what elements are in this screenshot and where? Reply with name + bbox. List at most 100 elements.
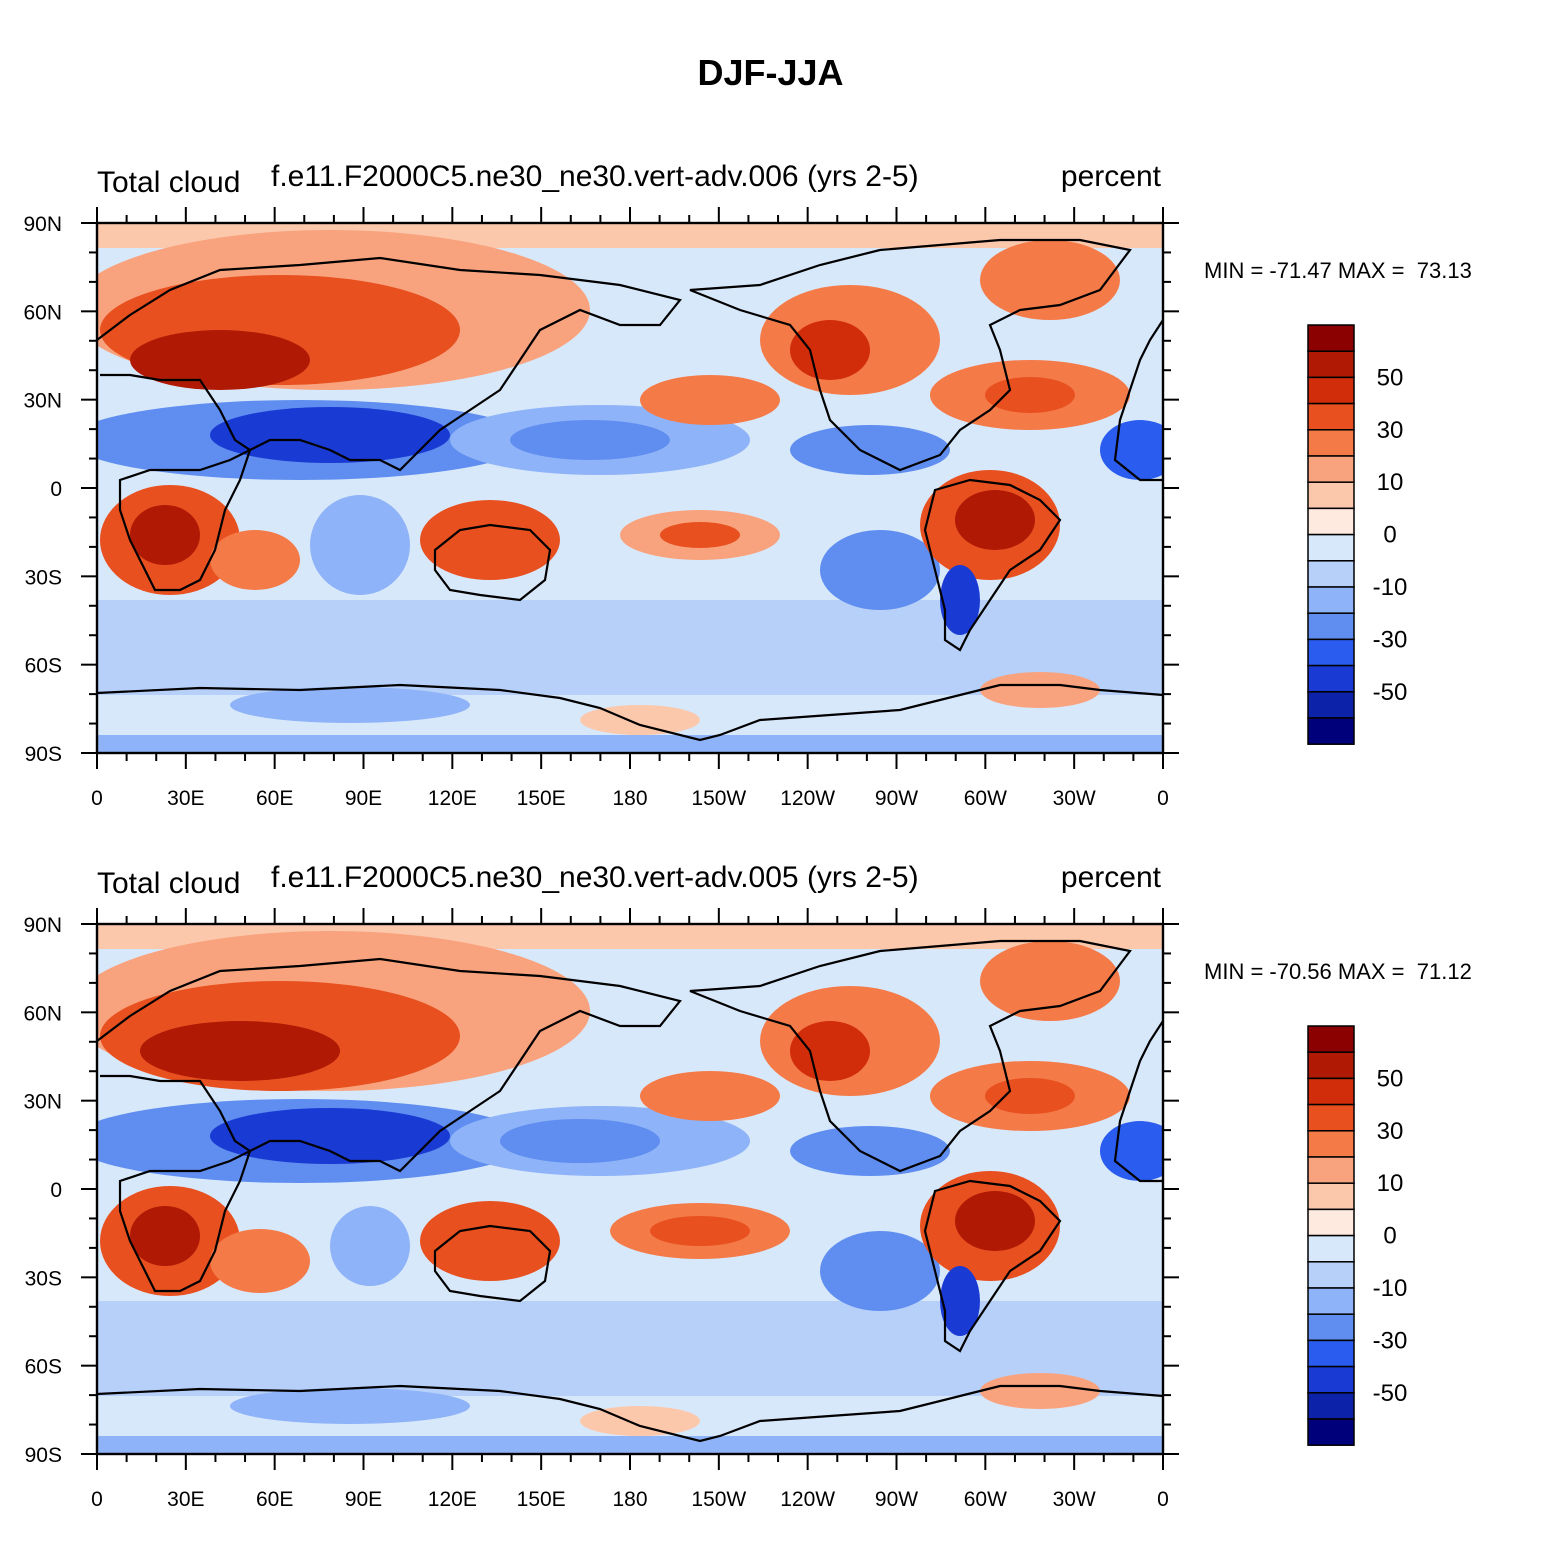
colorbar-box	[1307, 612, 1355, 641]
lat-tick-label: 60S	[25, 1356, 62, 1379]
case-label: f.e11.F2000C5.ne30_ne30.vert-adv.006 (yr…	[271, 160, 919, 193]
coastlines	[97, 939, 1163, 1443]
lon-tick-label: 150E	[517, 787, 566, 810]
colorbar: 50 30 10 0 -10 -30 -50	[1307, 1025, 1408, 1446]
colorbar-label: 30	[1377, 417, 1404, 444]
colorbar-box	[1307, 533, 1355, 562]
colorbar-box	[1307, 1077, 1355, 1106]
colorbar-box	[1307, 560, 1355, 588]
colorbar-box	[1307, 376, 1355, 405]
lon-tick-label: 30E	[167, 1488, 204, 1511]
colorbar: 50 30 10 0 -10 -30 -50	[1307, 324, 1408, 745]
figure-title: DJF-JJA	[697, 52, 844, 93]
map-panel-2: 90N 60N 30N 0 30S 60S 90S 0 30E 60E 90E 120E 150E 18…	[0, 851, 1541, 1551]
colorbar-label: 0	[1383, 522, 1396, 549]
units-label: percent	[1060, 160, 1161, 193]
lon-tick-label: 150W	[691, 787, 746, 810]
lon-tick-label: 30W	[1053, 1488, 1096, 1511]
lat-axis-labels: 90N 60N 30N 0 30S 60S 90S	[23, 213, 62, 766]
colorbar-box	[1307, 691, 1355, 719]
lon-tick-label: 180	[612, 787, 647, 810]
lat-tick-label: 30N	[23, 390, 62, 413]
colorbar-label: 10	[1377, 469, 1404, 496]
lon-tick-label: 0	[1157, 787, 1169, 810]
colorbar-box	[1307, 1103, 1355, 1132]
colorbar-label: -30	[1373, 1327, 1408, 1354]
axis-ticks	[81, 207, 1179, 769]
lon-tick-label: 120W	[780, 787, 835, 810]
colorbar-label: 50	[1377, 1065, 1404, 1092]
colorbar-box	[1307, 1051, 1355, 1080]
lat-tick-label: 90S	[25, 1444, 62, 1467]
colorbar-box	[1307, 481, 1355, 510]
colorbar-label: -30	[1373, 626, 1408, 653]
colorbar-box	[1307, 507, 1355, 536]
lon-tick-label: 60W	[964, 1488, 1007, 1511]
colorbar-box	[1307, 455, 1355, 483]
min-max-label: MIN = -70.56 MAX = 71.12	[1204, 959, 1472, 984]
lon-tick-label: 90E	[345, 1488, 382, 1511]
colorbar-box	[1307, 1234, 1355, 1263]
lon-tick-label: 90W	[875, 787, 918, 810]
colorbar-box	[1307, 1339, 1355, 1368]
colorbar-label: -50	[1373, 679, 1408, 706]
colorbar-box	[1307, 586, 1355, 614]
colorbar-label: 0	[1383, 1223, 1396, 1250]
contour-field	[97, 924, 1163, 1454]
lon-axis-labels: 0 30E 60E 90E 120E 150E 180 150W 120W 90W 60W 30W 0	[91, 1488, 1169, 1511]
map-svg: 90N 60N 30N 0 30S 60S 90S 0 30E 60E 90E 120E 150E 18…	[23, 908, 1408, 1511]
lat-tick-label: 60N	[23, 301, 62, 324]
colorbar-box	[1307, 1313, 1355, 1342]
lat-tick-label: 90N	[23, 213, 62, 236]
contour-field	[97, 223, 1163, 753]
lon-tick-label: 30E	[167, 787, 204, 810]
colorbar-box	[1307, 402, 1355, 431]
colorbar-box	[1307, 429, 1355, 457]
lon-tick-label: 120E	[428, 787, 477, 810]
lon-tick-label: 0	[1157, 1488, 1169, 1511]
colorbar-box	[1307, 1130, 1355, 1158]
colorbar-box	[1307, 1261, 1355, 1289]
colorbar-box	[1307, 1025, 1355, 1053]
colorbar-label: -10	[1373, 1275, 1408, 1302]
lat-tick-label: 90S	[25, 743, 62, 766]
lat-tick-label: 60S	[25, 655, 62, 678]
coastlines	[97, 238, 1163, 742]
axis-ticks	[81, 908, 1179, 1470]
lat-tick-label: 30S	[25, 566, 62, 589]
lon-tick-label: 30W	[1053, 787, 1096, 810]
variable-label: Total cloud	[97, 166, 241, 199]
colorbar-label: -10	[1373, 574, 1408, 601]
lon-tick-label: 120E	[428, 1488, 477, 1511]
colorbar-label: 50	[1377, 364, 1404, 391]
lon-tick-label: 180	[612, 1488, 647, 1511]
variable-label: Total cloud	[97, 867, 241, 900]
map-panel-1: 90N 60N 30N 0 30S 60S 90S 0 30E 60E 90E 120E 150E 18…	[0, 150, 1541, 850]
colorbar-label: 10	[1377, 1170, 1404, 1197]
colorbar-box	[1307, 1182, 1355, 1211]
case-label: f.e11.F2000C5.ne30_ne30.vert-adv.005 (yr…	[271, 861, 919, 894]
colorbar-box	[1307, 1156, 1355, 1184]
lon-tick-label: 0	[91, 787, 103, 810]
lat-tick-label: 60N	[23, 1002, 62, 1025]
lon-tick-label: 60E	[256, 1488, 293, 1511]
colorbar-label: -50	[1373, 1380, 1408, 1407]
lon-axis-labels: 0 30E 60E 90E 120E 150E 180 150W 120W 90W 60W 30W 0	[91, 787, 1169, 810]
lon-tick-label: 60E	[256, 787, 293, 810]
map-svg: 90N 60N 30N 0 30S 60S 90S 0 30E 60E 90E 120E 150E 18…	[23, 207, 1408, 810]
lon-tick-label: 90W	[875, 1488, 918, 1511]
lon-tick-label: 150E	[517, 1488, 566, 1511]
colorbar-box	[1307, 1392, 1355, 1420]
colorbar-label: 30	[1377, 1118, 1404, 1145]
lon-tick-label: 150W	[691, 1488, 746, 1511]
colorbar-box	[1307, 638, 1355, 667]
units-label: percent	[1060, 861, 1161, 894]
colorbar-box	[1307, 717, 1355, 745]
lon-tick-label: 60W	[964, 787, 1007, 810]
min-max-label: MIN = -71.47 MAX = 73.13	[1204, 258, 1472, 283]
lat-axis-labels: 90N 60N 30N 0 30S 60S 90S	[23, 914, 62, 1467]
lon-tick-label: 120W	[780, 1488, 835, 1511]
colorbar-box	[1307, 664, 1355, 693]
lat-tick-label: 90N	[23, 914, 62, 937]
lon-tick-label: 90E	[345, 787, 382, 810]
